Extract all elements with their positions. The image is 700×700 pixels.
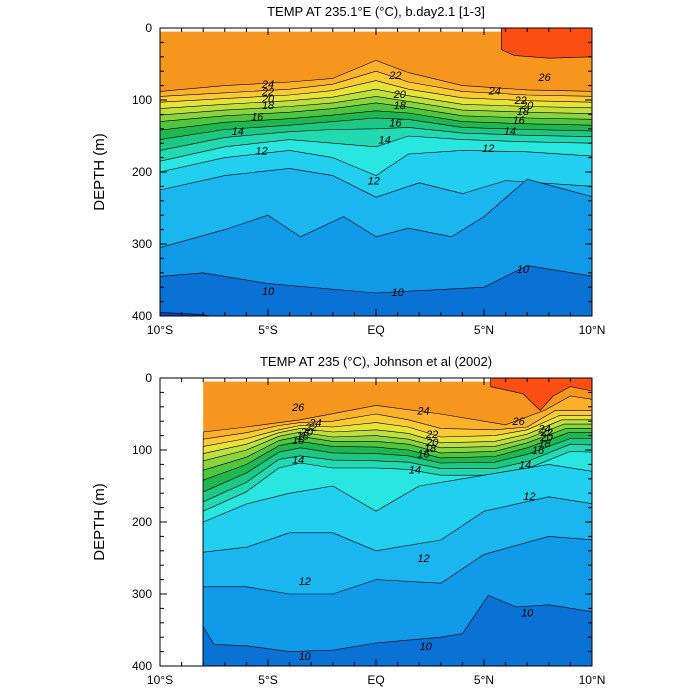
contour-label: 22 bbox=[304, 422, 317, 434]
x-tick-label: 10°N bbox=[579, 323, 606, 337]
contour-label: 22 bbox=[261, 86, 274, 98]
x-tick-label: EQ bbox=[367, 323, 384, 337]
panel-bottom-y-label: DEPTH (m) bbox=[91, 483, 108, 561]
panel-bottom-y-axis: 0 100 200 300 400 bbox=[132, 371, 592, 673]
y-tick-label: 0 bbox=[145, 371, 152, 385]
y-tick-label: 100 bbox=[132, 93, 152, 107]
contour-label: 18 bbox=[538, 438, 551, 450]
contour-label: 12 bbox=[299, 576, 311, 588]
panel-top-x-axis: 10°S 5°S EQ 5°N 10°N bbox=[147, 28, 605, 337]
x-tick-label: 10°N bbox=[579, 673, 606, 687]
y-tick-label: 400 bbox=[132, 659, 152, 673]
contour-label: 18 bbox=[424, 443, 437, 455]
contour-label: 22 bbox=[388, 70, 401, 82]
contour-label: 22 bbox=[514, 95, 527, 107]
contour-label: 18 bbox=[296, 431, 309, 443]
contour-label: 16 bbox=[417, 449, 430, 461]
contour-band bbox=[160, 265, 592, 316]
contour-label: 24 bbox=[308, 418, 321, 430]
contour-label: 12 bbox=[482, 143, 494, 155]
contour-label: 12 bbox=[368, 176, 380, 188]
contour-band bbox=[202, 595, 592, 666]
x-tick-label: EQ bbox=[367, 673, 384, 687]
x-tick-label: 10°S bbox=[147, 673, 173, 687]
contour-label: 20 bbox=[393, 89, 407, 101]
contour-label: 10 bbox=[262, 286, 275, 298]
contour-label: 20 bbox=[539, 432, 553, 444]
y-tick-label: 300 bbox=[132, 237, 152, 251]
contour-label: 16 bbox=[292, 435, 305, 447]
contour-label: 24 bbox=[488, 86, 501, 98]
contour-label: 20 bbox=[425, 437, 439, 449]
y-tick-label: 100 bbox=[132, 443, 152, 457]
contour-label: 18 bbox=[517, 106, 530, 118]
panel-top-y-label: DEPTH (m) bbox=[91, 133, 108, 211]
panel-top-title: TEMP AT 235.1°E (°C), b.day2.1 [1-3] bbox=[267, 4, 485, 19]
x-tick-label: 5°S bbox=[258, 323, 277, 337]
y-tick-label: 200 bbox=[132, 515, 152, 529]
x-tick-label: 5°N bbox=[474, 323, 494, 337]
contour-label: 16 bbox=[532, 445, 545, 457]
contour-label: 16 bbox=[389, 117, 402, 129]
y-tick-label: 0 bbox=[145, 21, 152, 35]
contour-label: 24 bbox=[261, 79, 274, 91]
contour-label: 24 bbox=[416, 405, 429, 417]
contour-label: 20 bbox=[261, 94, 275, 106]
panel-bottom-title: TEMP AT 235 (°C), Johnson et al (2002) bbox=[260, 354, 492, 369]
panel-top-contour-labels: 2422201816141222201816141212242220181614… bbox=[232, 70, 552, 299]
contour-label: 24 bbox=[537, 423, 550, 435]
panel-top-contour-fill bbox=[160, 28, 592, 316]
contour-label: 16 bbox=[251, 112, 264, 124]
contour-label: 26 bbox=[537, 72, 551, 84]
contour-label: 26 bbox=[291, 402, 305, 414]
panel-bottom-x-axis: 10°S 5°S EQ 5°N 10°N bbox=[147, 378, 605, 687]
contour-label: 18 bbox=[262, 100, 275, 112]
contour-label: 12 bbox=[255, 145, 267, 157]
contour-label: 12 bbox=[417, 553, 429, 565]
contour-label: 14 bbox=[519, 459, 531, 471]
contour-label: 18 bbox=[394, 100, 407, 112]
panel-bottom-contour-fill bbox=[202, 378, 592, 666]
y-tick-label: 400 bbox=[132, 309, 152, 323]
contour-label: 14 bbox=[292, 454, 304, 466]
x-tick-label: 5°S bbox=[258, 673, 277, 687]
contour-label: 14 bbox=[378, 135, 390, 147]
contour-label: 16 bbox=[512, 115, 525, 127]
contour-label: 10 bbox=[420, 641, 433, 653]
contour-label: 10 bbox=[521, 608, 534, 620]
contour-label: 22 bbox=[539, 427, 552, 439]
panel-bottom: TEMP AT 235 (°C), Johnson et al (2002) 2… bbox=[91, 354, 605, 687]
contour-label: 10 bbox=[517, 264, 530, 276]
x-tick-label: 10°S bbox=[147, 323, 173, 337]
panel-top-y-axis: 0 100 200 300 400 bbox=[132, 21, 592, 323]
contour-band-warm bbox=[490, 378, 592, 411]
contour-label: 14 bbox=[504, 126, 516, 138]
contour-label: 26 bbox=[511, 416, 525, 428]
contour-band bbox=[160, 312, 212, 316]
contour-band-warm bbox=[501, 28, 592, 59]
y-tick-label: 300 bbox=[132, 587, 152, 601]
contour-label: 12 bbox=[523, 491, 535, 503]
contour-label: 20 bbox=[520, 100, 534, 112]
contour-label: 20 bbox=[300, 426, 314, 438]
contour-band bbox=[160, 178, 592, 316]
contour-label: 14 bbox=[409, 464, 421, 476]
contour-label: 14 bbox=[232, 126, 244, 138]
y-tick-label: 200 bbox=[132, 165, 152, 179]
contour-label: 22 bbox=[425, 429, 438, 441]
contour-label: 10 bbox=[391, 287, 404, 299]
contour-label: 10 bbox=[299, 651, 312, 663]
panel-bottom-contour-labels: 2624222018161424222018161426242220181614… bbox=[291, 402, 554, 663]
x-tick-label: 5°N bbox=[474, 673, 494, 687]
panel-top: TEMP AT 235.1°E (°C), b.day2.1 [1-3] 242… bbox=[91, 4, 605, 337]
